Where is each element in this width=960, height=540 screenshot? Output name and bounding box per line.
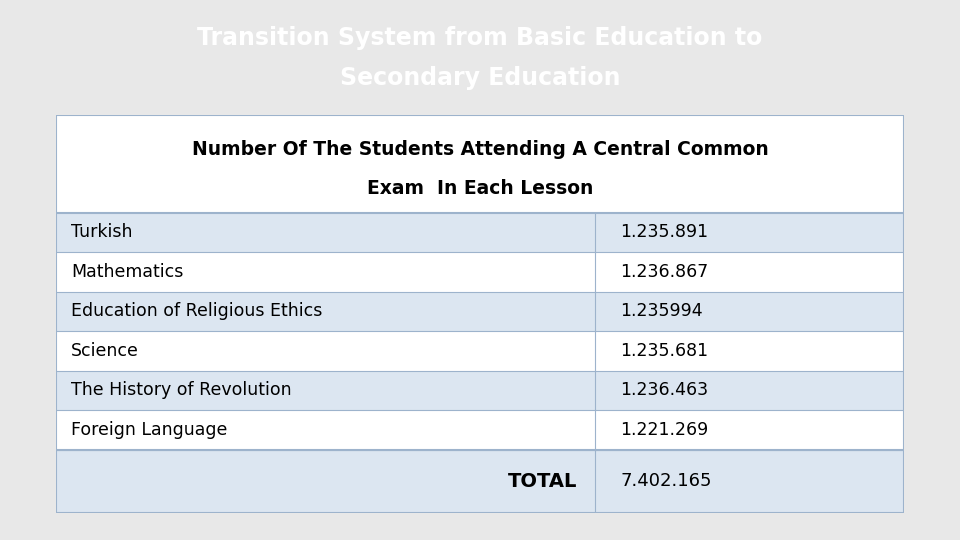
Text: TOTAL: TOTAL <box>508 472 578 491</box>
Text: 1.236.867: 1.236.867 <box>620 263 708 281</box>
Text: 7.402.165: 7.402.165 <box>620 472 711 490</box>
Text: 1.221.269: 1.221.269 <box>620 421 708 439</box>
Bar <box>56 450 904 513</box>
Bar <box>56 410 904 450</box>
Text: 1.235994: 1.235994 <box>620 302 703 320</box>
Bar <box>56 252 904 292</box>
Text: The History of Revolution: The History of Revolution <box>71 381 292 400</box>
Text: 1.236.463: 1.236.463 <box>620 381 708 400</box>
Text: Education of Religious Ethics: Education of Religious Ethics <box>71 302 323 320</box>
Text: Exam  In Each Lesson: Exam In Each Lesson <box>367 179 593 198</box>
Text: Foreign Language: Foreign Language <box>71 421 228 439</box>
Text: 1.235.891: 1.235.891 <box>620 224 708 241</box>
Text: Mathematics: Mathematics <box>71 263 183 281</box>
Bar <box>56 292 904 331</box>
Text: Secondary Education: Secondary Education <box>340 66 620 90</box>
Text: Transition System from Basic Education to: Transition System from Basic Education t… <box>198 26 762 50</box>
Bar <box>56 331 904 370</box>
Bar <box>56 115 904 213</box>
Bar <box>56 370 904 410</box>
Text: Science: Science <box>71 342 139 360</box>
Text: Turkish: Turkish <box>71 224 132 241</box>
Text: 1.235.681: 1.235.681 <box>620 342 708 360</box>
Text: Number Of The Students Attending A Central Common: Number Of The Students Attending A Centr… <box>192 140 768 159</box>
Bar <box>56 213 904 252</box>
